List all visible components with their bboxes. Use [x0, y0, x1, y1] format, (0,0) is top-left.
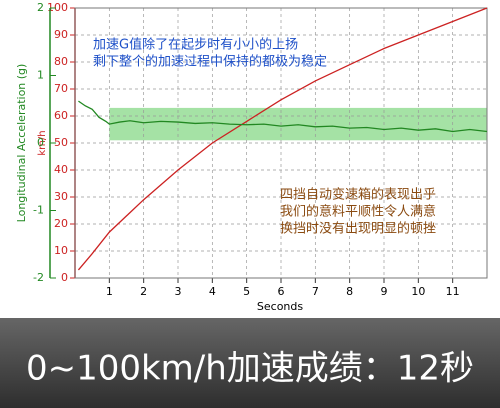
y-tick-label: 50	[54, 136, 68, 149]
y-tick-label: 70	[54, 82, 68, 95]
highlight-band	[109, 107, 487, 141]
y2-tick-label: 1	[37, 69, 44, 82]
annotation: 四挡自动变速箱的表现出乎	[280, 187, 436, 203]
x-tick-label: 3	[175, 285, 182, 298]
x-tick-label: 10	[411, 285, 425, 298]
x-tick-label: 11	[446, 285, 460, 298]
y-axis-label: km/h	[37, 130, 48, 155]
x-tick-label: 8	[346, 285, 353, 298]
x-tick-label: 5	[243, 285, 250, 298]
y-tick-label: 30	[54, 190, 68, 203]
annotation: 换挡时没有出现明显的顿挫	[280, 221, 436, 237]
y-tick-label: 60	[54, 109, 68, 122]
y-tick-label: 0	[61, 271, 68, 284]
y-tick-label: 80	[54, 55, 68, 68]
y-tick-label: 10	[54, 244, 68, 257]
series-line	[77, 7, 488, 271]
x-tick-label: 7	[312, 285, 319, 298]
y-tick-label: 40	[54, 163, 68, 176]
x-tick-label: 2	[140, 285, 147, 298]
x-axis-label: Seconds	[257, 300, 303, 313]
series-line	[78, 100, 488, 133]
plot-frame	[74, 7, 488, 279]
y2-tick-label: 0	[37, 136, 44, 149]
y-tick-label: 90	[54, 28, 68, 41]
annotation: 我们的意料平顺性令人满意	[280, 204, 436, 220]
x-tick-label: 4	[209, 285, 216, 298]
x-tick-label: 1	[106, 285, 113, 298]
y2-tick-label: -2	[33, 271, 44, 284]
y2-tick-label: -1	[33, 204, 44, 217]
y-tick-label: 100	[47, 1, 68, 14]
annotation: 剩下整个的加速过程中保持的都极为稳定	[93, 54, 327, 70]
y-tick-label: 20	[54, 217, 68, 230]
y2-axis-label: Longitudinal Acceleration (g)	[15, 64, 28, 223]
x-tick-label: 6	[278, 285, 285, 298]
banner-text: 0~100km/h加速成绩：12秒	[26, 349, 474, 389]
banner-background	[0, 318, 500, 408]
y2-tick-label: 2	[37, 1, 44, 14]
annotation: 加速G值除了在起步时有小小的上扬	[93, 37, 298, 53]
x-tick-label: 9	[381, 285, 388, 298]
